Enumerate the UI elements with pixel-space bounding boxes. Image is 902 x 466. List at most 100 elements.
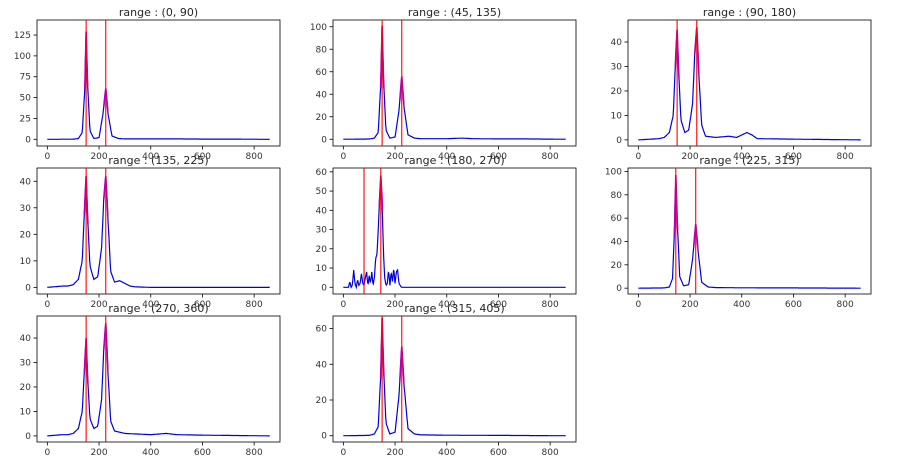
y-tick-label: 10 — [20, 407, 32, 417]
y-tick-label: 0 — [321, 283, 327, 293]
chart-title: range : (0, 90) — [119, 6, 198, 19]
series-line — [638, 183, 861, 289]
y-tick-label: 50 — [316, 187, 328, 197]
x-tick-label: 200 — [90, 300, 107, 310]
series-line — [47, 31, 270, 140]
x-tick-label: 0 — [340, 300, 346, 310]
y-tick-label: 80 — [611, 191, 623, 201]
y-tick-label: 20 — [611, 87, 623, 97]
y-tick-label: 100 — [605, 168, 622, 178]
x-tick-label: 0 — [340, 448, 346, 458]
x-tick-label: 400 — [142, 448, 159, 458]
y-tick-label: 20 — [316, 396, 328, 406]
subplot-6: range : (270, 360) 0 200 400 600 800 0 10 20 30 40 — [20, 302, 281, 458]
y-tick-label: 0 — [25, 432, 31, 442]
subplot-2: range : (90, 180) 0 200 400 600 800 0 10 20 30 40 — [611, 6, 872, 162]
y-tick-label: 125 — [14, 31, 31, 41]
x-tick-label: 400 — [438, 448, 455, 458]
y-tick-label: 60 — [611, 214, 623, 224]
axes-frame — [36, 19, 281, 147]
x-tick-label: 800 — [542, 300, 559, 310]
x-tick-label: 600 — [490, 448, 507, 458]
y-tick-label: 40 — [611, 38, 623, 48]
x-tick-label: 400 — [142, 300, 159, 310]
series-line — [343, 25, 566, 140]
x-tick-label: 0 — [635, 300, 641, 310]
chart-title: range : (180, 270) — [404, 154, 504, 167]
subplot-5: range : (225, 315)0 200 400 600 800020406080… — [605, 154, 872, 310]
y-tick-label: 75 — [20, 73, 31, 83]
x-tick-label: 200 — [386, 448, 403, 458]
x-tick-label: 800 — [542, 448, 559, 458]
x-tick-label: 800 — [246, 152, 263, 162]
y-tick-label: 20 — [316, 245, 328, 255]
x-tick-label: 600 — [194, 152, 211, 162]
y-tick-label: 0 — [616, 284, 622, 294]
x-tick-label: 0 — [44, 152, 50, 162]
x-tick-label: 200 — [386, 300, 403, 310]
y-tick-label: 30 — [20, 358, 32, 368]
axes-frame — [332, 19, 577, 147]
x-tick-label: 400 — [438, 152, 455, 162]
y-tick-label: 0 — [321, 135, 327, 145]
x-tick-label: 0 — [635, 152, 641, 162]
x-tick-label: 200 — [681, 300, 698, 310]
y-tick-label: 100 — [14, 52, 31, 62]
y-tick-label: 40 — [316, 90, 328, 100]
subplot-4: range : (180, 270)0 200 400 600 800010203040… — [316, 154, 577, 310]
chart-title: range : (135, 225) — [108, 154, 208, 167]
chart-title: range : (315, 405) — [404, 302, 504, 315]
y-tick-label: 25 — [20, 114, 31, 124]
x-tick-label: 600 — [490, 152, 507, 162]
axes-frame — [332, 167, 577, 295]
subplot-0: range : (0, 90) 0 200 400 600 800 0 25 50 75 100 12… — [14, 6, 281, 162]
x-tick-label: 600 — [194, 448, 211, 458]
chart-title: range : (45, 135) — [408, 6, 501, 19]
chart-title: range : (270, 360) — [108, 302, 208, 315]
y-tick-label: 10 — [316, 264, 328, 274]
series-line — [638, 27, 861, 141]
y-tick-label: 20 — [611, 261, 623, 271]
y-tick-label: 0 — [321, 432, 327, 442]
x-tick-label: 600 — [785, 300, 802, 310]
y-tick-label: 60 — [316, 325, 328, 335]
x-tick-label: 200 — [386, 152, 403, 162]
x-tick-label: 600 — [785, 152, 802, 162]
axes-frame — [627, 19, 872, 147]
y-tick-label: 80 — [316, 45, 328, 55]
series-line — [47, 323, 270, 437]
y-tick-label: 10 — [611, 111, 623, 121]
series-line — [47, 175, 270, 288]
x-tick-label: 0 — [340, 152, 346, 162]
x-tick-label: 600 — [490, 300, 507, 310]
y-tick-label: 60 — [316, 168, 328, 178]
x-tick-label: 400 — [438, 300, 455, 310]
x-tick-label: 200 — [90, 152, 107, 162]
x-tick-label: 800 — [837, 300, 854, 310]
subplot-3: range : (135, 225) 0 200 400 600 800 0 10 20 30 40 — [20, 154, 281, 310]
chart-title: range : (225, 315) — [699, 154, 799, 167]
y-tick-label: 40 — [611, 238, 623, 248]
y-tick-label: 20 — [316, 113, 328, 123]
x-tick-label: 800 — [542, 152, 559, 162]
y-tick-label: 50 — [20, 94, 32, 104]
y-tick-label: 30 — [611, 62, 623, 72]
subplot-7: range : (315, 405) 0 200 400 600 800 0 20 40 60 — [316, 302, 577, 458]
x-tick-label: 200 — [90, 448, 107, 458]
y-tick-label: 20 — [20, 383, 32, 393]
series-line — [343, 180, 566, 290]
x-tick-label: 600 — [194, 300, 211, 310]
y-tick-label: 100 — [310, 23, 327, 33]
axes-frame — [332, 315, 577, 443]
y-tick-label: 30 — [316, 226, 328, 236]
x-tick-label: 0 — [44, 448, 50, 458]
y-tick-label: 60 — [316, 68, 328, 78]
y-tick-label: 0 — [25, 283, 31, 293]
axes-frame — [36, 167, 281, 295]
y-tick-label: 40 — [316, 360, 328, 370]
y-tick-label: 40 — [316, 206, 328, 216]
x-tick-label: 400 — [733, 152, 750, 162]
y-tick-label: 10 — [20, 257, 32, 267]
x-tick-label: 800 — [246, 448, 263, 458]
